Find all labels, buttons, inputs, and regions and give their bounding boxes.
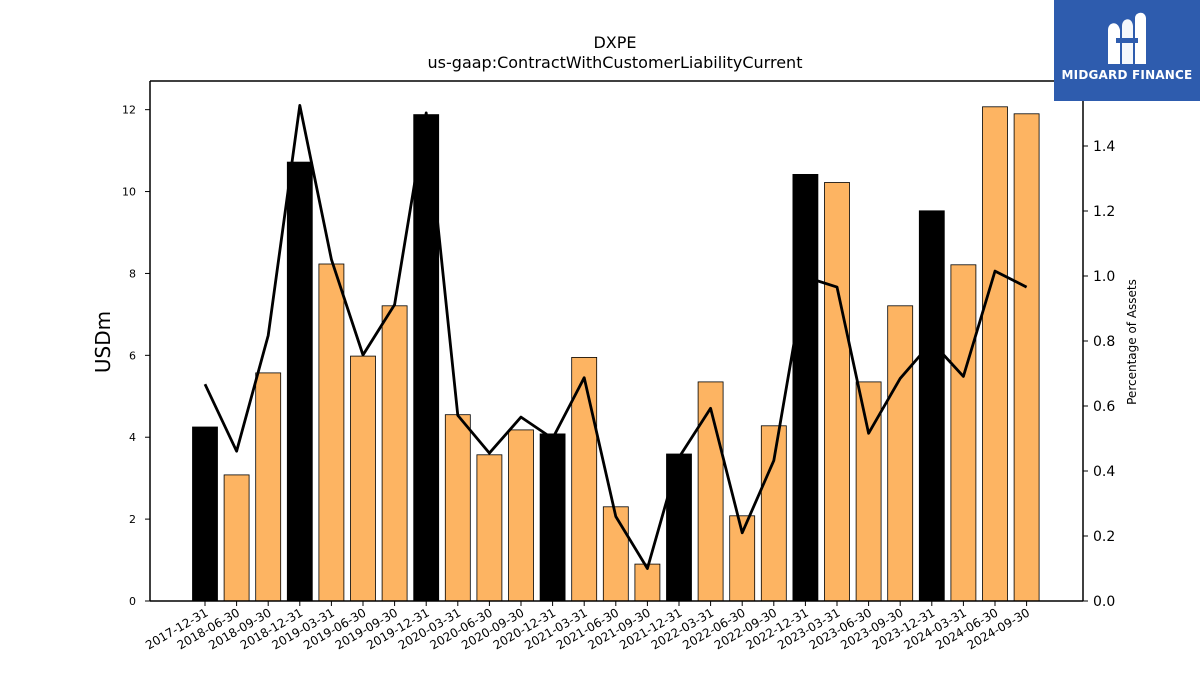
- bar-2023-03-31: [824, 182, 850, 602]
- y-tick-label: 6: [129, 349, 136, 362]
- bar-2023-12-31: [918, 210, 945, 602]
- bar-2024-09-30: [1013, 113, 1040, 602]
- y-axis-label: USDm: [91, 311, 115, 373]
- y2-tick-label: 0.0: [1093, 594, 1115, 610]
- chart-title: DXPE: [593, 33, 636, 52]
- y2-tick-label: 1.4: [1093, 139, 1115, 155]
- bar-2017-12-31: [192, 426, 218, 602]
- bar-2022-06-30: [729, 515, 756, 602]
- y-tick-label: 10: [122, 186, 136, 199]
- y-tick-label: 8: [129, 267, 136, 280]
- bar-2020-03-31: [444, 414, 471, 602]
- y-tick-label: 0: [129, 595, 136, 608]
- y2-tick-label: 0.6: [1093, 399, 1115, 415]
- bar-2023-06-30: [855, 381, 882, 602]
- y2-axis-label: Percentage of Assets: [1125, 279, 1139, 405]
- x-ticks-group: 2017-12-312018-06-302018-09-302018-12-31…: [143, 601, 1032, 652]
- bar-2020-12-31: [539, 433, 566, 602]
- bar-2024-06-30: [982, 106, 1008, 602]
- bar-2019-09-30: [381, 305, 408, 602]
- percentage-of-assets-line: [203, 104, 1028, 570]
- bar-2021-12-31: [666, 453, 692, 602]
- y-tick-label: 4: [129, 431, 136, 444]
- bar-2023-09-30: [887, 305, 914, 602]
- y2-tick-label: 1.2: [1093, 204, 1115, 220]
- bar-2019-06-30: [350, 355, 376, 602]
- bar-2021-03-31: [571, 356, 598, 602]
- chart-subtitle: us-gaap:ContractWithCustomerLiabilityCur…: [428, 53, 803, 72]
- bar-2020-09-30: [508, 429, 534, 602]
- y2-tick-label: 0.2: [1093, 529, 1115, 545]
- bar-2022-03-31: [697, 381, 724, 602]
- bar-2018-12-31: [286, 161, 313, 602]
- bar-2020-06-30: [476, 454, 503, 602]
- midgard-logo-icon: [1108, 12, 1146, 65]
- y2-tick-label: 0.4: [1093, 464, 1115, 480]
- bar-2024-03-31: [950, 264, 977, 602]
- bar-2022-12-31: [792, 173, 819, 602]
- y-ticks-group: 0 2 4 6 8 10 12: [122, 104, 150, 608]
- bar-2021-06-30: [602, 506, 629, 602]
- y-tick-label: 2: [129, 513, 136, 526]
- logo-text: MIDGARD FINANCE: [1061, 68, 1193, 82]
- y2-tick-label: 1.0: [1093, 269, 1115, 285]
- bar-2019-03-31: [318, 263, 345, 602]
- y2-tick-label: 0.8: [1093, 334, 1115, 350]
- line-group: [203, 104, 1028, 570]
- midgard-finance-logo: MIDGARD FINANCE: [1054, 0, 1200, 101]
- bar-2018-06-30: [223, 474, 250, 602]
- bars-group: [192, 106, 1040, 602]
- y2-ticks-group: 0.0 0.2 0.4 0.6 0.8 1.0 1.2 1.4: [1083, 139, 1115, 610]
- bar-2018-09-30: [255, 372, 282, 602]
- y-tick-label: 12: [122, 104, 136, 117]
- bar-2022-09-30: [760, 425, 787, 602]
